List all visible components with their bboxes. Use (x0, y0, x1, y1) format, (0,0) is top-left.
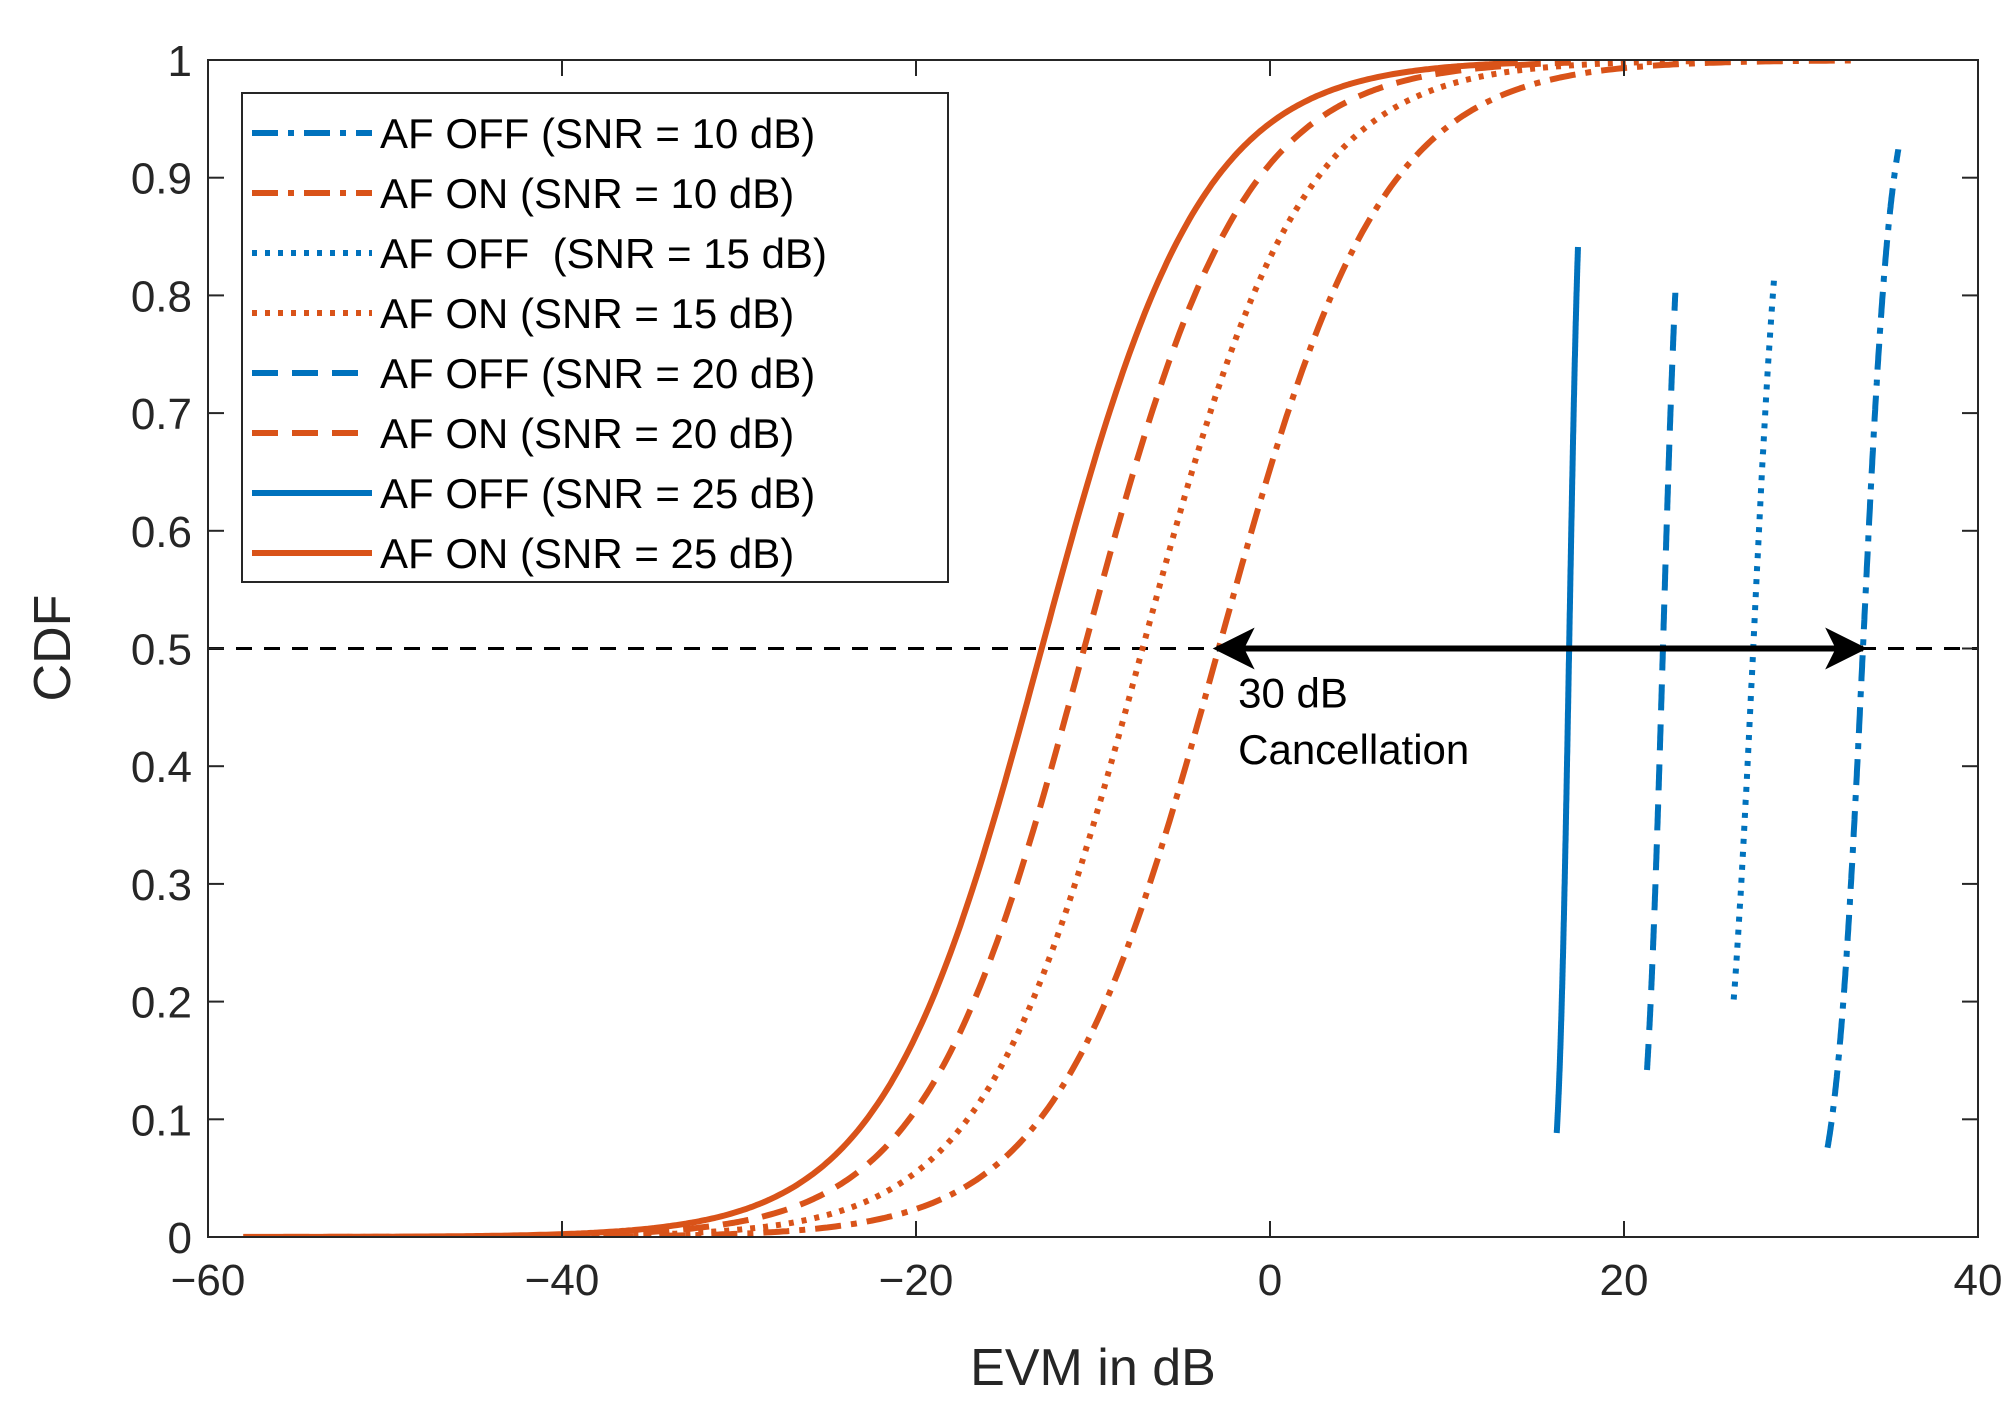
y-tick-label: 0.2 (131, 979, 192, 1028)
legend-entry: AF ON (SNR = 10 dB) (252, 170, 794, 217)
legend-label: AF OFF (SNR = 15 dB) (380, 230, 827, 277)
y-tick-label: 0.5 (131, 626, 192, 675)
y-tick-label: 0.8 (131, 272, 192, 321)
legend-label: AF ON (SNR = 25 dB) (380, 530, 794, 577)
y-tick-label: 0.4 (131, 743, 192, 792)
y-tick-label: 0.1 (131, 1096, 192, 1145)
legend-entry: AF ON (SNR = 25 dB) (252, 530, 794, 577)
series-line-7 (1553, 245, 1581, 1135)
series-line-1 (1824, 147, 1902, 1150)
legend-label: AF ON (SNR = 20 dB) (380, 410, 794, 457)
legend: AF OFF (SNR = 10 dB) AF ON (SNR = 10 dB) A… (241, 92, 949, 583)
y-tick-label: 0 (168, 1214, 192, 1263)
legend-entry: AF OFF (SNR = 20 dB) (252, 350, 815, 397)
x-tick-label: −40 (525, 1256, 600, 1305)
legend-box (241, 92, 949, 583)
annotation-label-line1: 30 dB (1238, 669, 1348, 716)
annotation-label-line2: Cancellation (1238, 726, 1469, 773)
x-tick-label: −60 (171, 1256, 246, 1305)
x-tick-label: 40 (1954, 1256, 2003, 1305)
x-tick-label: 20 (1600, 1256, 1649, 1305)
x-tick-label: 0 (1258, 1256, 1282, 1305)
y-tick-label: 0.7 (131, 390, 192, 439)
legend-entry: AF OFF (SNR = 15 dB) (252, 230, 827, 277)
y-axis-title: CDF (24, 595, 82, 702)
x-tick-label: −20 (879, 1256, 954, 1305)
legend-label: AF OFF (SNR = 20 dB) (380, 350, 815, 397)
legend-entry: AF OFF (SNR = 25 dB) (252, 470, 815, 517)
series-line-3 (1730, 273, 1778, 1002)
y-tick-label: 0.9 (131, 155, 192, 204)
legend-label: AF ON (SNR = 10 dB) (380, 170, 794, 217)
legend-label: AF OFF (SNR = 25 dB) (380, 470, 815, 517)
y-tick-label: 1 (168, 37, 192, 86)
legend-entry: AF ON (SNR = 15 dB) (252, 290, 794, 337)
legend-label: AF ON (SNR = 15 dB) (380, 290, 794, 337)
y-tick-label: 0.3 (131, 861, 192, 910)
y-tick-label: 0.6 (131, 508, 192, 557)
series-line-5 (1644, 291, 1679, 1072)
x-axis-title: EVM in dB (970, 1339, 1216, 1397)
legend-entry: AF ON (SNR = 20 dB) (252, 410, 794, 457)
legend-label: AF OFF (SNR = 10 dB) (380, 110, 815, 157)
legend-entry: AF OFF (SNR = 10 dB) (252, 110, 815, 157)
